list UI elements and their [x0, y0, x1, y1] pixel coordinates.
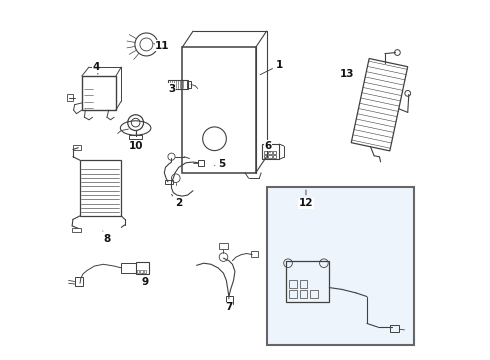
Bar [129, 135, 143, 139]
Text: 13: 13 [340, 69, 354, 79]
Bar [72, 228, 81, 232]
Bar [264, 155, 267, 158]
Bar [299, 280, 307, 288]
Bar [262, 144, 279, 159]
Bar [310, 291, 318, 298]
Bar [251, 251, 258, 257]
Bar [390, 324, 399, 332]
Bar [80, 160, 122, 216]
Bar [136, 262, 149, 274]
Bar [219, 243, 228, 249]
Text: 9: 9 [141, 273, 148, 287]
Bar [144, 270, 147, 273]
Bar [140, 270, 143, 273]
Text: 5: 5 [215, 159, 225, 169]
Bar [73, 145, 81, 149]
Bar [74, 277, 82, 286]
Bar [68, 94, 73, 101]
Text: 11: 11 [153, 41, 170, 50]
Text: 4: 4 [93, 62, 100, 74]
Bar [187, 81, 191, 88]
Bar [267, 187, 414, 345]
Text: 10: 10 [128, 140, 143, 151]
Text: 12: 12 [299, 190, 313, 208]
Bar [264, 151, 267, 154]
Bar [122, 263, 136, 273]
Text: 7: 7 [225, 297, 233, 312]
Bar [197, 160, 204, 166]
Text: 8: 8 [103, 231, 111, 244]
Bar [137, 270, 139, 273]
Bar [269, 151, 271, 154]
Bar [166, 180, 173, 184]
Bar [82, 76, 116, 110]
Bar [289, 291, 296, 298]
Bar [168, 80, 188, 89]
Bar [269, 155, 271, 158]
Bar [226, 296, 233, 304]
Text: 1: 1 [260, 60, 283, 75]
Bar [272, 151, 276, 154]
Text: 2: 2 [172, 194, 182, 208]
Bar [272, 155, 276, 158]
Text: 6: 6 [265, 141, 272, 153]
Bar [299, 291, 307, 298]
Bar [289, 280, 296, 288]
Text: 3: 3 [168, 84, 175, 94]
Bar [182, 47, 256, 173]
Bar [286, 261, 329, 302]
